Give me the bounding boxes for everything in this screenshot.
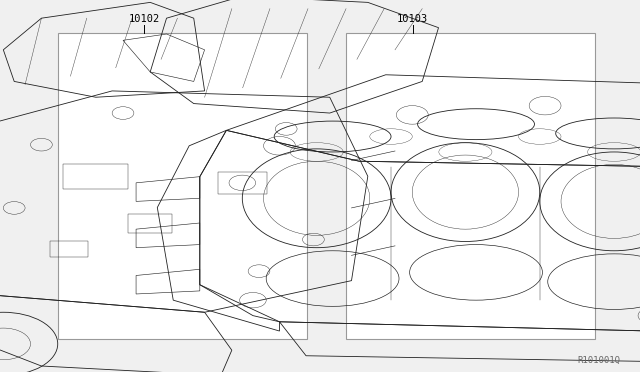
Text: 10103: 10103 [397, 14, 428, 24]
Text: 10102: 10102 [129, 14, 159, 24]
Bar [218, 171, 267, 194]
Bar [346, 33, 595, 339]
Bar [49, 241, 88, 257]
Bar [63, 164, 129, 189]
Bar [58, 33, 307, 339]
Text: R101001Q: R101001Q [578, 356, 621, 365]
Bar [129, 214, 172, 233]
